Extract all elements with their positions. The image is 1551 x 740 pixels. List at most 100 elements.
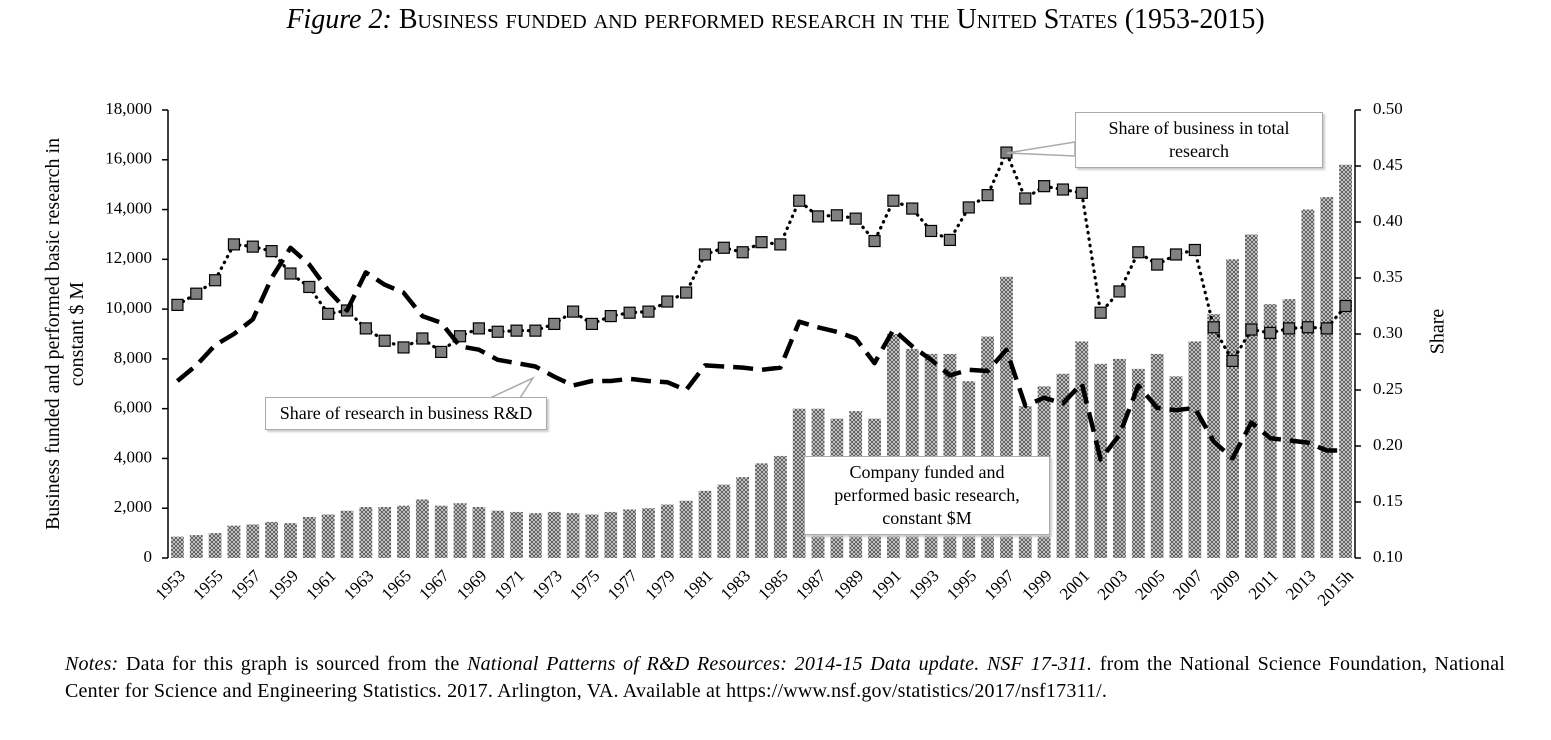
bar — [510, 511, 523, 558]
x-tick-label: 1973 — [528, 566, 565, 603]
marker — [1169, 248, 1183, 261]
x-tick-label: 1995 — [943, 566, 980, 603]
y2-tick-label: 0.25 — [1373, 379, 1403, 398]
x-tick-label: 2011 — [1245, 566, 1282, 603]
title: Figure 2: Business funded and performed … — [0, 4, 1551, 36]
bar — [1339, 164, 1352, 558]
bar — [1169, 376, 1183, 558]
x-tick-label: 2007 — [1169, 566, 1207, 604]
marker — [717, 241, 730, 254]
bar — [340, 510, 354, 558]
bar — [773, 455, 787, 558]
x-tick-label: 1955 — [189, 566, 226, 603]
marker — [585, 317, 599, 331]
bar — [1244, 234, 1258, 558]
x-tick-label: 1971 — [491, 566, 528, 603]
marker — [830, 209, 843, 222]
marker — [1282, 322, 1296, 335]
x-tick-label: 1975 — [566, 566, 603, 603]
y-axis-label: Business funded and performed basic rese… — [42, 137, 88, 531]
bar — [623, 509, 637, 558]
y2-tick-label: 0.50 — [1373, 99, 1403, 118]
x-tick-label: 1963 — [340, 566, 377, 603]
y-tick-label: 16,000 — [105, 149, 152, 168]
marker — [1188, 243, 1201, 257]
bar — [1075, 341, 1089, 558]
bar — [265, 521, 279, 558]
marker — [1339, 299, 1352, 313]
marker — [1301, 321, 1314, 334]
y-tick-label: 4,000 — [114, 447, 152, 466]
x-tick-label: 2013 — [1282, 566, 1319, 603]
y2-tick-label: 0.10 — [1373, 547, 1403, 566]
bar — [284, 523, 297, 558]
callout-pointer — [1006, 141, 1076, 157]
marker — [1245, 323, 1258, 336]
x-tick-label: 1967 — [415, 566, 453, 604]
x-tick-label: 1965 — [378, 566, 415, 603]
bar — [1113, 358, 1126, 558]
marker — [1038, 180, 1051, 193]
y-tick-label: 0 — [144, 547, 153, 566]
bar — [698, 490, 712, 558]
marker — [811, 210, 825, 223]
marker — [246, 240, 259, 253]
marker — [604, 309, 617, 323]
notes-source: National Patterns of R&D Resources: 2014… — [467, 653, 1093, 675]
line — [175, 151, 1348, 363]
marker — [190, 287, 203, 300]
x-tick-label: 2005 — [1131, 566, 1168, 603]
y2-tick-label: 0.15 — [1373, 491, 1403, 510]
marker — [642, 305, 655, 318]
bar — [1150, 353, 1164, 558]
bar — [792, 408, 806, 558]
x-tick-label: 2001 — [1056, 566, 1093, 603]
bar — [246, 524, 260, 558]
bar — [604, 511, 618, 558]
bar — [472, 506, 486, 558]
bar — [1320, 197, 1334, 558]
y2-tick-label: 0.45 — [1373, 155, 1403, 174]
marker — [1094, 306, 1107, 319]
marker — [416, 332, 429, 345]
x-tick-label: 1977 — [604, 566, 642, 604]
x-tick-label: 1961 — [302, 566, 339, 603]
bar — [585, 514, 599, 558]
x-tick-label: 1979 — [641, 566, 678, 603]
marker — [924, 224, 938, 238]
x-tick-label: 1969 — [453, 566, 490, 603]
y-tick-label: 14,000 — [105, 198, 152, 217]
bar — [359, 506, 373, 558]
marker — [774, 238, 787, 251]
bar — [528, 513, 542, 558]
bar — [189, 535, 203, 558]
marker — [566, 305, 580, 318]
marker — [943, 233, 957, 247]
marker — [1320, 322, 1333, 335]
marker — [1226, 354, 1239, 367]
notes-text: Data for this graph is sourced from the — [125, 653, 460, 675]
y2-tick-label: 0.30 — [1373, 323, 1403, 342]
marker — [849, 212, 862, 225]
marker — [1056, 183, 1070, 196]
x-tick-label: 1997 — [981, 566, 1019, 604]
marker — [698, 248, 712, 261]
notes-label: Notes: — [65, 653, 119, 675]
bar — [378, 506, 392, 558]
annotation: Share of business in total research — [1075, 112, 1323, 168]
bar — [1263, 304, 1277, 558]
marker — [284, 267, 297, 280]
x-tick-label: 1959 — [265, 566, 302, 603]
x-tick-label: 1953 — [152, 566, 189, 603]
y-tick-label: 12,000 — [105, 248, 152, 267]
x-tick-label: 2009 — [1207, 566, 1244, 603]
y-tick-label: 18,000 — [105, 99, 152, 118]
marker — [887, 194, 900, 207]
notes-text: from the National Science Foundation, Na… — [65, 653, 1506, 702]
title-text: Business funded and performed research i… — [398, 4, 1265, 35]
marker — [303, 280, 316, 294]
marker — [548, 317, 561, 331]
bar — [1207, 314, 1221, 558]
marker — [868, 234, 881, 248]
